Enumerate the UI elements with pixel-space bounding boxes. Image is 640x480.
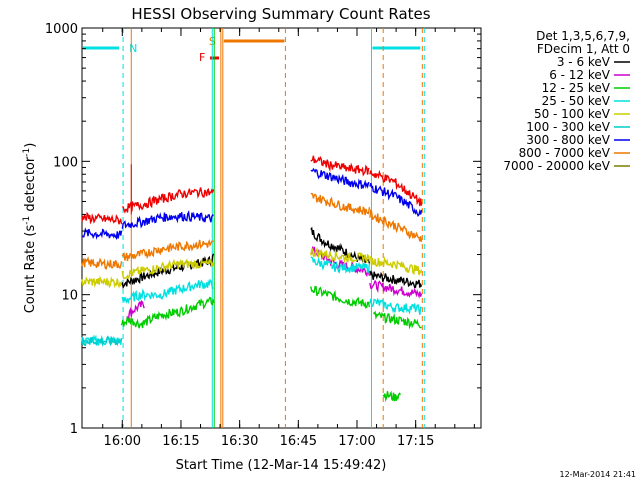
- series-line-2-1: [310, 286, 371, 309]
- series-line-9-1: [122, 187, 215, 214]
- legend-label-3: 25 - 50 keV: [542, 94, 611, 108]
- y-tick-label-3: 1000: [45, 22, 78, 37]
- series-line-6-2: [310, 167, 370, 190]
- chart-title: HESSI Observing Summary Count Rates: [131, 5, 430, 23]
- y-axis-label-end: ): [23, 143, 38, 148]
- series-line-4-1: [121, 258, 215, 280]
- series-line-0-0: [121, 253, 215, 290]
- series-line-4-0: [81, 275, 123, 289]
- legend-header-1: Det 1,3,5,6,7,9,: [536, 29, 630, 43]
- legend-label-8: 7000 - 20000 keV: [503, 159, 610, 173]
- series-line-6-3: [369, 183, 423, 218]
- series-line-7-2: [310, 192, 371, 216]
- series-line-4-2: [310, 246, 371, 264]
- night-label-0: N: [129, 42, 137, 55]
- y-tick-label-2: 100: [53, 155, 78, 170]
- legend-label-6: 300 - 800 keV: [526, 133, 610, 147]
- legend-label-5: 100 - 300 keV: [526, 120, 610, 134]
- y-axis: 1 10 100 1000: [45, 22, 481, 437]
- series-line-2-3: [382, 390, 402, 403]
- series-line-1-0: [126, 299, 145, 321]
- series-line-6-0: [81, 227, 123, 241]
- x-tick-label-5: 17:15: [397, 434, 434, 449]
- flare-label: F: [199, 51, 205, 64]
- y-axis-label: Count Rate (s-1 detector-1): [22, 143, 38, 314]
- series-line-9-3: [369, 169, 423, 207]
- y-axis-label-main: Count Rate (s: [23, 225, 38, 314]
- series-line-0-1: [310, 226, 371, 264]
- y-axis-label-sup1: -1: [22, 216, 32, 225]
- y-axis-label-sup2: -1: [22, 148, 32, 157]
- series-line-3-3: [369, 297, 422, 315]
- vertical-lines: [122, 28, 425, 428]
- series-line-5-0: [81, 335, 123, 348]
- legend-label-7: 800 - 7000 keV: [519, 146, 611, 160]
- legend-label-1: 6 - 12 keV: [549, 68, 611, 82]
- series-line-6-1: [121, 210, 214, 229]
- series-line-9-2: [310, 155, 370, 177]
- x-tick-label-4: 17:00: [338, 434, 375, 449]
- legend-label-0: 3 - 6 keV: [557, 55, 611, 69]
- series-line-1-2: [369, 279, 423, 299]
- series-line-9-0: [81, 211, 123, 225]
- legend-header-2: FDecim 1, Att 0: [537, 42, 630, 56]
- interval-markers: NSF: [83, 35, 421, 64]
- series-line-3-2: [310, 256, 371, 274]
- plot-frame: [81, 27, 482, 429]
- x-axis-label: Start Time (12-Mar-14 15:49:42): [176, 458, 387, 473]
- series-line-4-3: [369, 255, 423, 276]
- series-line-2-0: [120, 296, 215, 329]
- series-lines: [81, 155, 423, 403]
- legend: Det 1,3,5,6,7,9, FDecim 1, Att 0 3 - 6 k…: [503, 29, 630, 173]
- series-line-0-2: [369, 270, 423, 289]
- x-tick-label-1: 16:15: [162, 434, 199, 449]
- series-line-7-0: [81, 256, 123, 271]
- x-axis: 16:00 16:15 16:30 16:45 17:00 17:15: [102, 28, 475, 449]
- series-line-7-3: [369, 208, 423, 242]
- x-tick-label-0: 16:00: [104, 434, 141, 449]
- series-line-7-1: [121, 238, 214, 262]
- series-line-3-1: [121, 278, 214, 305]
- footer-timestamp: 12-Mar-2014 21:41: [560, 470, 637, 479]
- series-line-2-2: [372, 310, 422, 330]
- y-axis-label-mid: detector: [23, 156, 38, 216]
- legend-label-2: 12 - 25 keV: [542, 81, 611, 95]
- x-tick-label-2: 16:30: [221, 434, 258, 449]
- y-tick-label-1: 10: [61, 289, 78, 304]
- legend-label-4: 50 - 100 keV: [534, 107, 611, 121]
- x-tick-label-3: 16:45: [280, 434, 317, 449]
- y-tick-label-0: 1: [70, 422, 78, 437]
